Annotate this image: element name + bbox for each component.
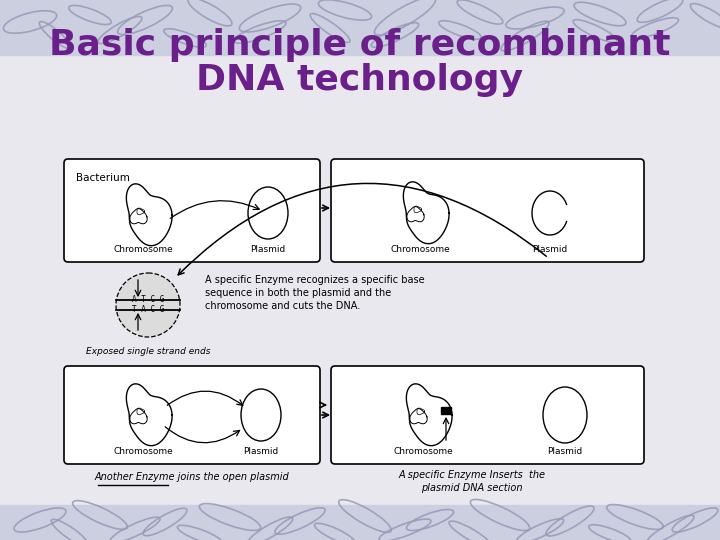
Bar: [0, 0, 720, 55]
Circle shape: [116, 273, 180, 337]
Text: Plasmid: Plasmid: [251, 246, 286, 254]
Text: A specific Enzyme recognizes a specific base
sequence in both the plasmid and th: A specific Enzyme recognizes a specific …: [205, 275, 425, 312]
Ellipse shape: [241, 389, 281, 441]
Ellipse shape: [543, 387, 587, 443]
FancyBboxPatch shape: [331, 366, 644, 464]
Polygon shape: [406, 384, 452, 446]
FancyBboxPatch shape: [331, 159, 644, 262]
Text: Chromosome: Chromosome: [390, 246, 450, 254]
Text: Plasmid: Plasmid: [547, 448, 582, 456]
Polygon shape: [532, 191, 568, 235]
Polygon shape: [403, 182, 449, 244]
Text: Plasmid: Plasmid: [532, 246, 567, 254]
FancyBboxPatch shape: [64, 366, 320, 464]
Text: Chromosome: Chromosome: [393, 448, 453, 456]
Polygon shape: [126, 184, 172, 246]
Polygon shape: [126, 384, 172, 446]
Text: Basic principle of recombinant: Basic principle of recombinant: [49, 28, 671, 62]
Text: Bacterium: Bacterium: [76, 173, 130, 183]
FancyBboxPatch shape: [64, 159, 320, 262]
Text: A specific Enzyme Inserts  the
plasmid DNA section: A specific Enzyme Inserts the plasmid DN…: [399, 470, 546, 493]
Text: Plasmid: Plasmid: [243, 448, 279, 456]
Ellipse shape: [248, 187, 288, 239]
Text: Another Enzyme joins the open plasmid: Another Enzyme joins the open plasmid: [94, 472, 289, 482]
Text: T A C G: T A C G: [132, 306, 164, 314]
Text: Chromosome: Chromosome: [113, 448, 173, 456]
Text: A T C G: A T C G: [132, 295, 164, 305]
Text: DNA technology: DNA technology: [197, 63, 523, 97]
Bar: [441, 407, 451, 414]
Text: Exposed single strand ends: Exposed single strand ends: [86, 347, 210, 356]
Bar: [0, 505, 720, 540]
Text: Chromosome: Chromosome: [113, 246, 173, 254]
